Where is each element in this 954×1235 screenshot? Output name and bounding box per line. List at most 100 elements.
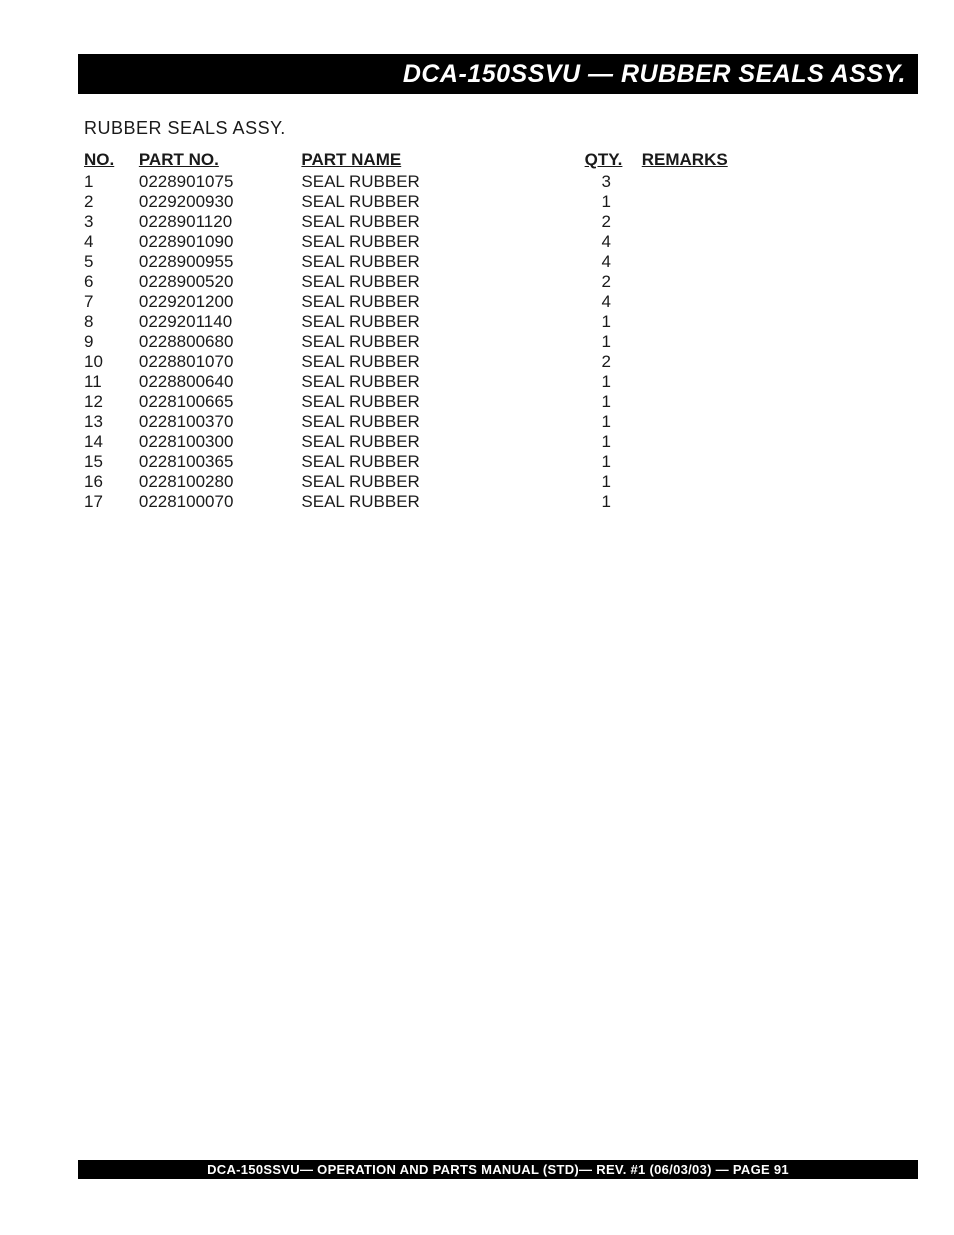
cell-partno: 0229200930 [139, 192, 302, 212]
cell-no: 5 [84, 252, 139, 272]
cell-partno: 0228100300 [139, 432, 302, 452]
page-header-title: DCA-150SSVU — RUBBER SEALS ASSY. [403, 60, 906, 89]
col-header-partno: PART NO. [139, 150, 302, 172]
cell-remarks [642, 212, 784, 232]
table-row: 110228800640SEAL RUBBER1 [84, 372, 784, 392]
cell-partname: SEAL RUBBER [301, 392, 570, 412]
cell-no: 1 [84, 172, 139, 192]
table-row: 70229201200SEAL RUBBER4 [84, 292, 784, 312]
cell-remarks [642, 252, 784, 272]
cell-partno: 0228900955 [139, 252, 302, 272]
table-row: 120228100665SEAL RUBBER1 [84, 392, 784, 412]
cell-partno: 0228801070 [139, 352, 302, 372]
cell-remarks [642, 332, 784, 352]
col-header-qty: QTY. [571, 150, 642, 172]
cell-qty: 1 [571, 472, 642, 492]
cell-qty: 1 [571, 452, 642, 472]
cell-qty: 1 [571, 412, 642, 432]
page-footer-bar: DCA-150SSVU— OPERATION AND PARTS MANUAL … [78, 1160, 918, 1179]
table-header-row: NO. PART NO. PART NAME QTY. REMARKS [84, 150, 784, 172]
cell-remarks [642, 432, 784, 452]
cell-qty: 1 [571, 372, 642, 392]
cell-no: 9 [84, 332, 139, 352]
cell-qty: 2 [571, 352, 642, 372]
cell-qty: 1 [571, 392, 642, 412]
cell-qty: 2 [571, 272, 642, 292]
table-row: 150228100365SEAL RUBBER1 [84, 452, 784, 472]
cell-qty: 1 [571, 192, 642, 212]
cell-partno: 0228800640 [139, 372, 302, 392]
cell-qty: 4 [571, 292, 642, 312]
cell-partno: 0228901090 [139, 232, 302, 252]
cell-partname: SEAL RUBBER [301, 192, 570, 212]
cell-no: 15 [84, 452, 139, 472]
cell-partno: 0229201140 [139, 312, 302, 332]
cell-qty: 2 [571, 212, 642, 232]
page-header-bar: DCA-150SSVU — RUBBER SEALS ASSY. [78, 54, 918, 94]
table-row: 30228901120SEAL RUBBER2 [84, 212, 784, 232]
col-header-remarks: REMARKS [642, 150, 784, 172]
cell-remarks [642, 292, 784, 312]
cell-partname: SEAL RUBBER [301, 372, 570, 392]
col-header-partname: PART NAME [301, 150, 570, 172]
table-row: 140228100300SEAL RUBBER1 [84, 432, 784, 452]
cell-qty: 1 [571, 432, 642, 452]
cell-remarks [642, 372, 784, 392]
parts-table: NO. PART NO. PART NAME QTY. REMARKS 1022… [84, 150, 784, 512]
cell-remarks [642, 172, 784, 192]
cell-partname: SEAL RUBBER [301, 312, 570, 332]
cell-qty: 1 [571, 492, 642, 512]
cell-remarks [642, 472, 784, 492]
cell-no: 17 [84, 492, 139, 512]
table-row: 130228100370SEAL RUBBER1 [84, 412, 784, 432]
cell-partname: SEAL RUBBER [301, 212, 570, 232]
cell-partno: 0228100665 [139, 392, 302, 412]
cell-remarks [642, 392, 784, 412]
cell-partno: 0228900520 [139, 272, 302, 292]
cell-partno: 0228100280 [139, 472, 302, 492]
table-row: 160228100280SEAL RUBBER1 [84, 472, 784, 492]
cell-qty: 4 [571, 232, 642, 252]
cell-partname: SEAL RUBBER [301, 252, 570, 272]
table-row: 50228900955SEAL RUBBER4 [84, 252, 784, 272]
cell-remarks [642, 492, 784, 512]
cell-partno: 0228901120 [139, 212, 302, 232]
cell-no: 4 [84, 232, 139, 252]
cell-qty: 4 [571, 252, 642, 272]
page-footer-text: DCA-150SSVU— OPERATION AND PARTS MANUAL … [207, 1162, 789, 1177]
cell-partname: SEAL RUBBER [301, 172, 570, 192]
cell-partname: SEAL RUBBER [301, 432, 570, 452]
cell-qty: 3 [571, 172, 642, 192]
cell-partname: SEAL RUBBER [301, 232, 570, 252]
cell-no: 16 [84, 472, 139, 492]
cell-remarks [642, 352, 784, 372]
cell-remarks [642, 452, 784, 472]
cell-partno: 0228100070 [139, 492, 302, 512]
cell-partno: 0228901075 [139, 172, 302, 192]
cell-remarks [642, 192, 784, 212]
cell-partno: 0228800680 [139, 332, 302, 352]
cell-remarks [642, 312, 784, 332]
cell-no: 3 [84, 212, 139, 232]
cell-no: 2 [84, 192, 139, 212]
cell-partno: 0228100365 [139, 452, 302, 472]
table-row: 90228800680SEAL RUBBER1 [84, 332, 784, 352]
cell-no: 8 [84, 312, 139, 332]
cell-partname: SEAL RUBBER [301, 352, 570, 372]
cell-partname: SEAL RUBBER [301, 452, 570, 472]
cell-no: 14 [84, 432, 139, 452]
cell-partname: SEAL RUBBER [301, 292, 570, 312]
cell-partno: 0229201200 [139, 292, 302, 312]
cell-partname: SEAL RUBBER [301, 332, 570, 352]
table-row: 40228901090SEAL RUBBER4 [84, 232, 784, 252]
cell-partno: 0228100370 [139, 412, 302, 432]
cell-no: 6 [84, 272, 139, 292]
cell-no: 11 [84, 372, 139, 392]
cell-no: 10 [84, 352, 139, 372]
section-title: RUBBER SEALS ASSY. [84, 118, 286, 139]
cell-partname: SEAL RUBBER [301, 472, 570, 492]
cell-partname: SEAL RUBBER [301, 492, 570, 512]
cell-no: 7 [84, 292, 139, 312]
cell-remarks [642, 232, 784, 252]
cell-no: 12 [84, 392, 139, 412]
